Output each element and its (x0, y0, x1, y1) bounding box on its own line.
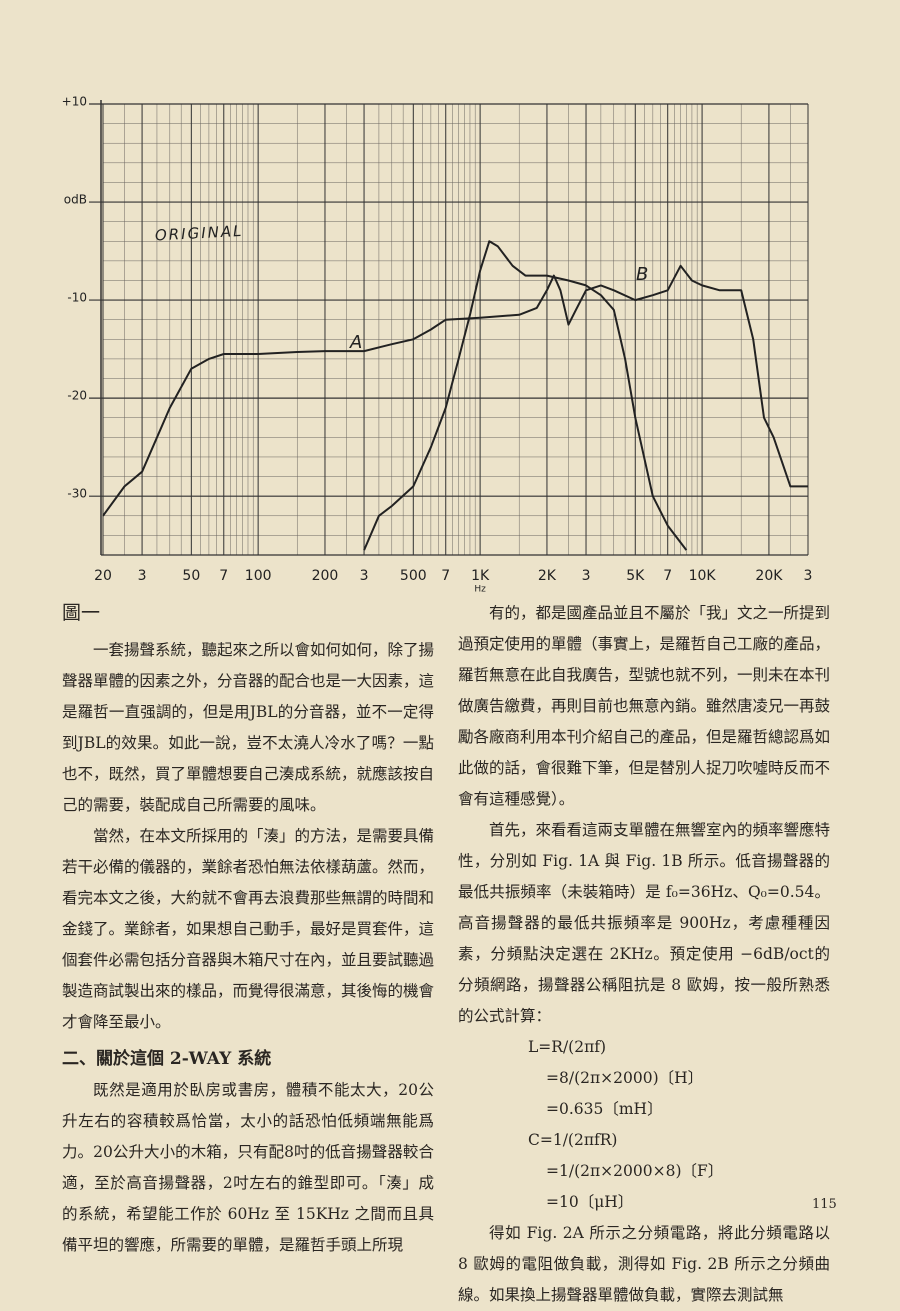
y-tick-label: -10 (67, 291, 87, 305)
x-tick-label: 7 (219, 568, 228, 584)
x-tick-label: 1K (471, 568, 490, 584)
x-tick-label: 20 (94, 568, 112, 584)
formula sub: =8/(2π×2000)〔H〕 (546, 1069, 704, 1087)
series-label: B (636, 264, 648, 285)
paragraph: 首先，來看看這兩支單體在無響室內的頻率響應特性，分別如 Fig. 1A 與 Fi… (458, 821, 831, 1025)
x-tick-label: 20K (755, 568, 783, 584)
x-tick-label: 500 (400, 568, 427, 584)
x-tick-label: 3 (138, 568, 147, 584)
paragraph: 一套揚聲系統，聽起來之所以會如何如何，除了揚聲器單體的因素之外，分音器的配合也是… (62, 641, 435, 814)
x-tick-label: 10K (689, 568, 717, 584)
formula: C=1/(2πfR) (528, 1131, 618, 1149)
cap: 圖一 (62, 602, 101, 624)
y-tick-label: -20 (67, 389, 87, 403)
paragraph: 當然，在本文所採用的「湊」的方法，是需要具備若干必備的儀器的，業餘者恐怕無法依樣… (62, 827, 435, 1031)
y-tick-label: +10 (62, 95, 87, 109)
curve (363, 240, 688, 551)
x-tick-label: 7 (441, 568, 450, 584)
formula sub: =1/(2π×2000×8)〔F〕 (546, 1162, 724, 1180)
x-tick-label: 3 (360, 568, 369, 584)
curve (102, 264, 808, 517)
x-tick-label: 7 (663, 568, 672, 584)
y-tick-label: -30 (67, 487, 87, 501)
paragraph: 有的，都是國產品並且不屬於「我」文之一所提到過預定使用的單體（事實上，是羅哲自己… (458, 604, 831, 808)
head: 二、關於這個 2-WAY 系統 (62, 1049, 272, 1069)
x-tick-label: 50 (182, 568, 200, 584)
series-label: A (349, 332, 362, 353)
x-tick-label: 5K (626, 568, 645, 584)
x-tick-label: 100 (245, 568, 272, 584)
page-number: 115 (812, 1197, 837, 1212)
paragraph: 既然是適用於臥房或書房，體積不能太大，20公升左右的容積較爲恰當，太小的話恐怕低… (62, 1081, 434, 1254)
page: {"chart_data":{"type":"line","annotation… (61, 94, 837, 1304)
x-tick-label: 3 (582, 568, 591, 584)
formula sub: =10〔μH〕 (546, 1193, 634, 1211)
x-tick-label: 2K (538, 568, 557, 584)
x-tick-label: 200 (312, 568, 339, 584)
x-tick-label: 3 (804, 568, 813, 584)
right-column: 有的，都是國產品並且不屬於「我」文之一所提到過預定使用的單體（事實上，是羅哲自己… (458, 598, 830, 1311)
formula: L=R/(2πf) (528, 1038, 607, 1056)
x-axis-label: Hz (474, 585, 486, 595)
annotation: ORIGINAL (155, 222, 244, 245)
chart: +10 odB -10 -20 -30 20 3 50 7 100 200 3 500 7 1K 2K 3 5K 7… (62, 95, 813, 595)
y-tick-label: odB (64, 193, 87, 207)
formula sub: =0.635〔mH〕 (546, 1100, 663, 1118)
left-column: 圖一一套揚聲系統，聽起來之所以會如何如何，除了揚聲器單體的因素之外，分音器的配合… (62, 598, 434, 1261)
paragraph: 得如 Fig. 2A 所示之分頻電路，將此分頻電路以 8 歐姆的電阻做負載，測得… (458, 1224, 830, 1304)
